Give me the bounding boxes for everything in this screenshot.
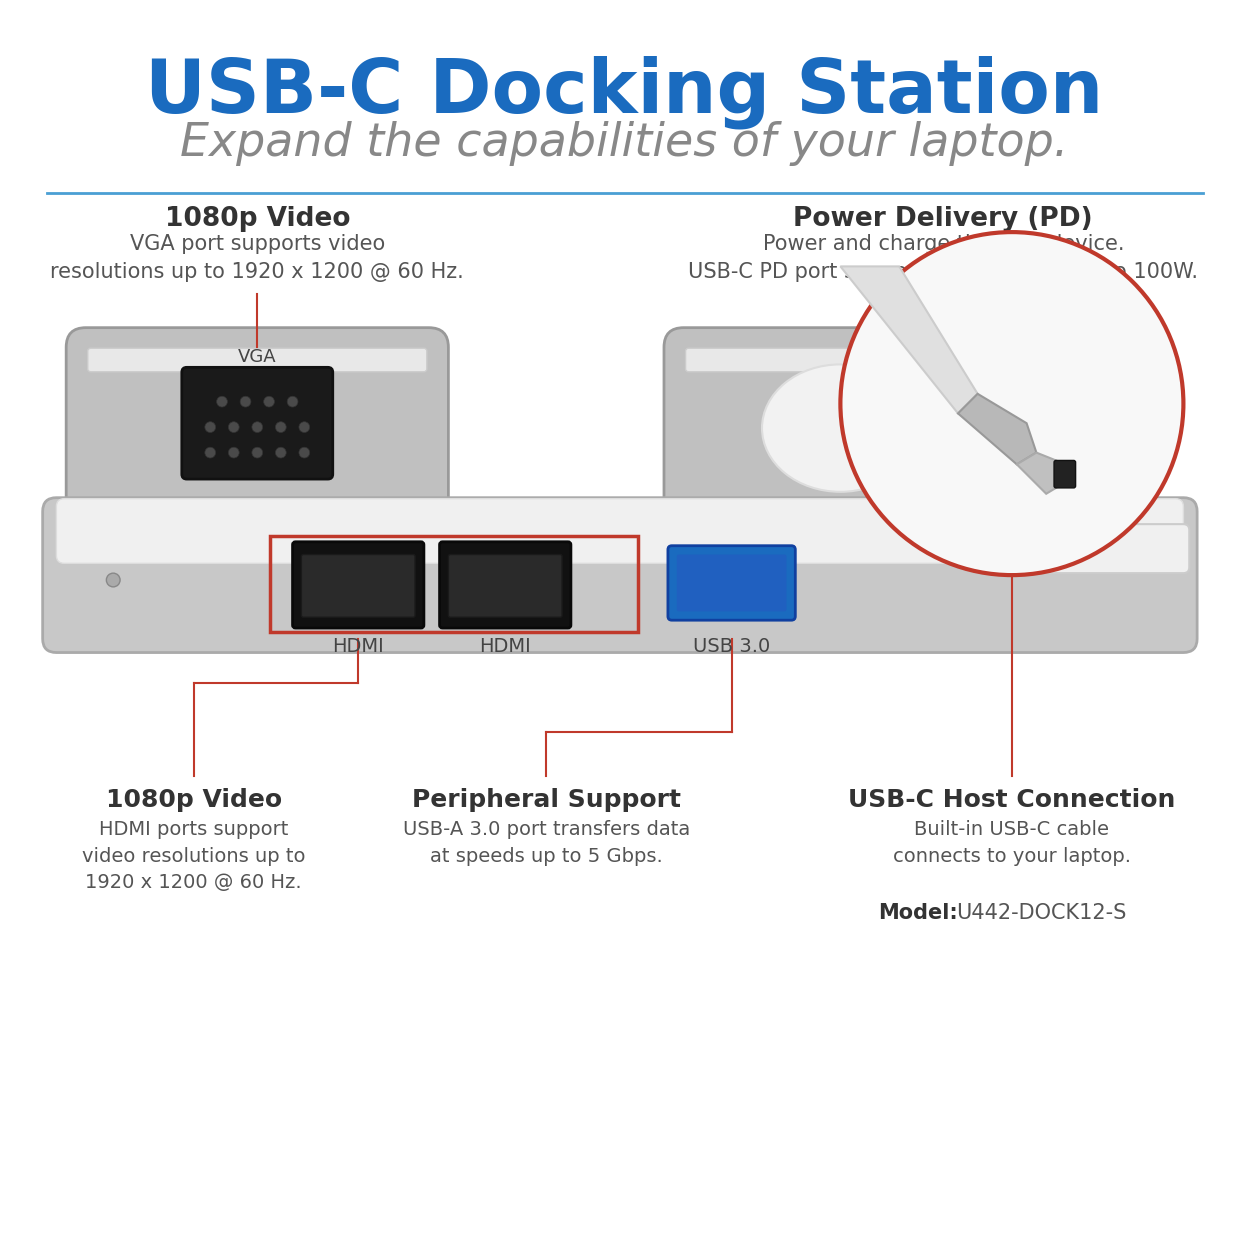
Circle shape (252, 422, 263, 433)
FancyBboxPatch shape (67, 327, 448, 519)
FancyBboxPatch shape (991, 524, 1190, 573)
Circle shape (240, 397, 251, 407)
Text: VGA: VGA (238, 349, 277, 366)
FancyBboxPatch shape (301, 554, 415, 617)
FancyBboxPatch shape (292, 541, 424, 628)
Text: U442-DOCK12-S: U442-DOCK12-S (956, 904, 1127, 923)
Circle shape (205, 447, 215, 458)
FancyBboxPatch shape (677, 554, 787, 612)
Text: Expand the capabilities of your laptop.: Expand the capabilities of your laptop. (180, 121, 1068, 166)
FancyBboxPatch shape (663, 327, 1134, 519)
Circle shape (287, 397, 298, 407)
FancyBboxPatch shape (669, 545, 796, 621)
Text: HDMI: HDMI (480, 637, 531, 656)
Text: 1080p Video: 1080p Video (165, 205, 350, 232)
Bar (269, 536, 637, 632)
Circle shape (298, 422, 310, 433)
Circle shape (276, 447, 286, 458)
FancyBboxPatch shape (439, 541, 570, 628)
FancyBboxPatch shape (181, 368, 332, 480)
Text: Model:: Model: (878, 904, 957, 923)
Text: 1080p Video: 1080p Video (106, 788, 282, 812)
Text: USB 3.0: USB 3.0 (692, 637, 771, 656)
Circle shape (228, 422, 239, 433)
Text: Power Delivery (PD): Power Delivery (PD) (793, 205, 1093, 232)
Circle shape (106, 573, 120, 587)
Circle shape (252, 447, 263, 458)
Polygon shape (958, 394, 1036, 465)
Circle shape (298, 447, 310, 458)
Circle shape (205, 422, 215, 433)
Text: USB-A 3.0 port transfers data
at speeds up to 5 Gbps.: USB-A 3.0 port transfers data at speeds … (403, 820, 690, 866)
Circle shape (276, 422, 286, 433)
FancyBboxPatch shape (959, 404, 1016, 443)
Polygon shape (1017, 452, 1066, 494)
FancyBboxPatch shape (43, 497, 1197, 652)
Text: HDMI ports support
video resolutions up to
1920 x 1200 @ 60 Hz.: HDMI ports support video resolutions up … (82, 820, 306, 893)
Text: PD CHARGE: PD CHARGE (942, 447, 1032, 462)
Text: Built-in USB-C cable
connects to your laptop.: Built-in USB-C cable connects to your la… (893, 820, 1131, 866)
Text: USB-C Host Connection: USB-C Host Connection (849, 788, 1176, 812)
Circle shape (841, 232, 1183, 575)
FancyBboxPatch shape (1054, 461, 1075, 488)
Circle shape (217, 397, 228, 407)
Text: USB-C Docking Station: USB-C Docking Station (145, 55, 1103, 130)
Text: HDMI: HDMI (332, 637, 384, 656)
Text: Peripheral Support: Peripheral Support (412, 788, 681, 812)
Ellipse shape (762, 364, 919, 492)
FancyBboxPatch shape (686, 349, 1113, 371)
Circle shape (263, 397, 274, 407)
FancyBboxPatch shape (88, 349, 427, 371)
Circle shape (228, 447, 239, 458)
Text: VGA port supports video
resolutions up to 1920 x 1200 @ 60 Hz.: VGA port supports video resolutions up t… (50, 234, 465, 282)
Text: Power and charge the host device.
USB-C PD port supports power input up to 100W.: Power and charge the host device. USB-C … (689, 234, 1199, 282)
Polygon shape (841, 267, 977, 413)
FancyBboxPatch shape (448, 554, 562, 617)
FancyBboxPatch shape (57, 499, 1183, 563)
